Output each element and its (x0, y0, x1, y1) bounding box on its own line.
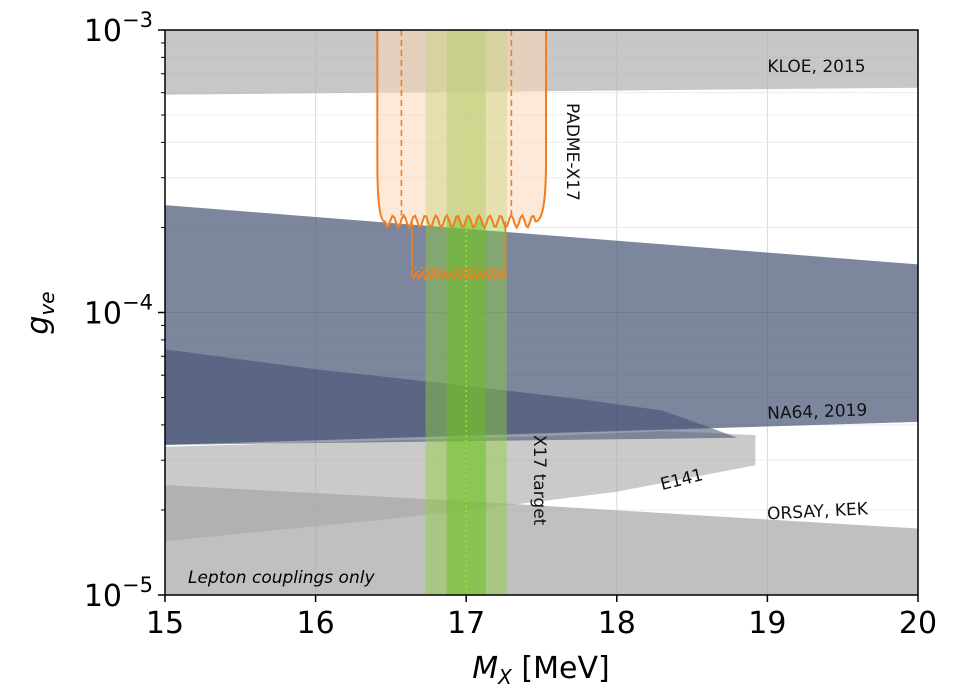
padme-inner-dashed (411, 265, 507, 274)
padme-label: PADME-X17 (562, 103, 582, 201)
x-tick-label: 16 (297, 606, 335, 641)
padme-outer-curve (376, 30, 548, 230)
x-tick-label: 15 (146, 606, 184, 641)
padme-fill (377, 30, 547, 228)
x17-target-label: X17 target (529, 435, 549, 526)
y-tick-label: 10−4 (84, 291, 153, 332)
x-tick-label: 17 (447, 606, 485, 641)
x-tick-label: 20 (899, 606, 937, 641)
x-axis-label: MX [MeV] (472, 651, 609, 688)
y-tick-label: 10−3 (84, 8, 153, 49)
y-axis-label-subscript: ve (35, 291, 59, 315)
x-axis-label-subscript: X (497, 665, 513, 688)
padme-projection (376, 30, 548, 280)
x-axis-label-unit: [MeV] (521, 651, 609, 686)
x-tick-label: 18 (598, 606, 636, 641)
y-tick-label: 10−5 (84, 573, 153, 614)
x-tick-label: 19 (748, 606, 786, 641)
region-label: KLOE, 2015 (767, 57, 865, 77)
lepton-couplings-note: Lepton couplings only (188, 568, 375, 588)
x-axis-label-symbol: M (472, 651, 498, 686)
x-axis-label-gap (512, 651, 522, 686)
region-label: NA64, 2019 (767, 400, 868, 423)
axis-ticks: 15 16 17 18 19 20 10−5 10−4 10−3 (84, 8, 937, 641)
y-axis-label: gve (21, 291, 59, 334)
y-axis-label-symbol: g (21, 316, 56, 335)
padme-inner-curve (411, 221, 507, 280)
